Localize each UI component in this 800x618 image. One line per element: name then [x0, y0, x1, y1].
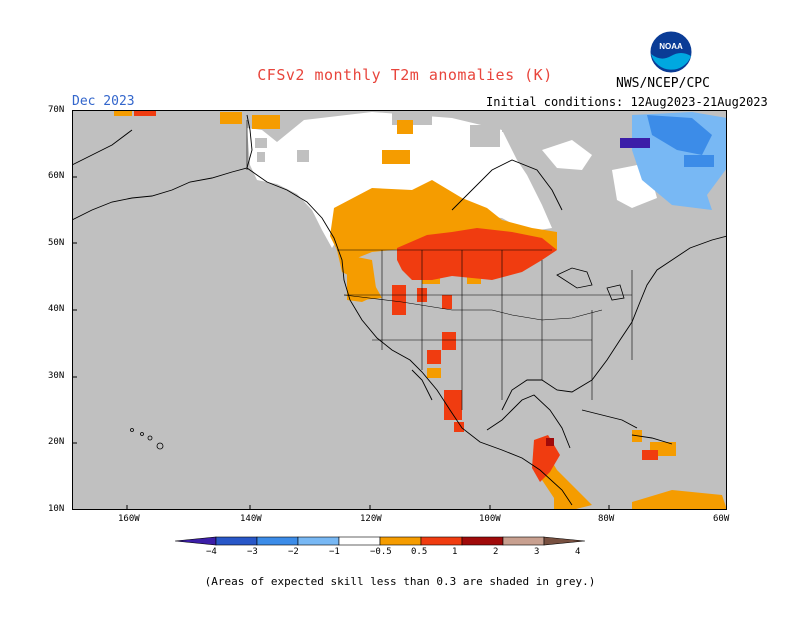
colorbar-segment: [502, 536, 545, 546]
colorbar-segment: [543, 536, 586, 546]
colorbar-tick-label: −4: [206, 547, 217, 557]
lat-label: 50N: [48, 238, 65, 248]
grey-patches: [255, 113, 522, 162]
lon-label: 60W: [713, 514, 730, 524]
colorbar-tick-label: −2: [288, 547, 299, 557]
lat-label: 10N: [48, 504, 65, 514]
map-frame: [72, 110, 727, 510]
colorbar-tick-label: −1: [329, 547, 340, 557]
skill-footnote: (Areas of expected skill less than 0.3 a…: [204, 575, 596, 588]
colorbar-segment: [215, 536, 258, 546]
lat-label: 60N: [48, 171, 65, 181]
hawaii-islands: [130, 428, 164, 450]
anomaly-red: [134, 110, 658, 482]
colorbar-tick-label: 3: [534, 547, 540, 557]
lon-label: 140W: [240, 514, 262, 524]
colorbar-segment: [297, 536, 340, 546]
colorbar-segment: [420, 536, 463, 546]
anomaly-blue: [647, 115, 714, 167]
colorbar-segment: [175, 536, 217, 546]
colorbar-tick-label: −0.5: [370, 547, 392, 557]
lat-label: 20N: [48, 437, 65, 447]
map-title: CFSv2 monthly T2m anomalies (K): [257, 66, 553, 84]
colorbar-tick-label: 0.5: [411, 547, 428, 557]
colorbar-tick-label: 2: [493, 547, 499, 557]
anomaly-dark-red: [546, 438, 554, 446]
colorbar-segment: [461, 536, 504, 546]
agency-label: NWS/NCEP/CPC: [616, 76, 710, 91]
colorbar-tick-label: −3: [247, 547, 258, 557]
lon-label: 100W: [479, 514, 501, 524]
lat-label: 70N: [48, 105, 65, 115]
lon-label: 120W: [360, 514, 382, 524]
forecast-month: Dec 2023: [72, 94, 135, 109]
initial-conditions: Initial conditions: 12Aug2023-21Aug2023: [486, 95, 768, 109]
great-lakes: [556, 267, 625, 301]
colorbar-segment: [338, 536, 381, 546]
lat-label: 30N: [48, 371, 65, 381]
colorbar-segment: [379, 536, 422, 546]
svg-text:NOAA: NOAA: [659, 42, 683, 51]
lon-label: 80W: [598, 514, 615, 524]
colorbar-tick-label: 4: [575, 547, 581, 557]
political-borders: [246, 120, 633, 410]
colorbar-tick-label: 1: [452, 547, 458, 557]
noaa-logo-icon: NOAA: [649, 30, 693, 74]
lat-label: 40N: [48, 304, 65, 314]
colorbar-segment: [256, 536, 299, 546]
anomaly-purple: [620, 138, 650, 148]
colorbar: [175, 536, 586, 546]
anomaly-map: [72, 110, 727, 510]
coastlines: [72, 114, 727, 506]
lon-label: 160W: [118, 514, 140, 524]
